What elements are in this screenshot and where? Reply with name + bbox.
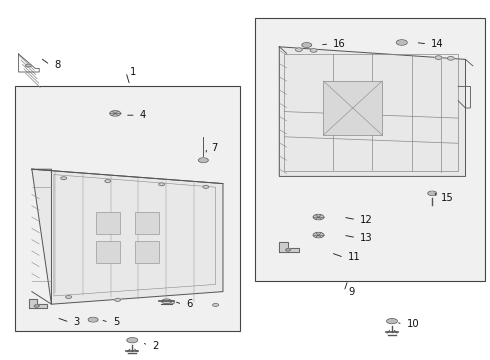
- Ellipse shape: [203, 185, 209, 188]
- Text: 16: 16: [333, 39, 346, 49]
- Bar: [255, 18, 485, 281]
- Ellipse shape: [313, 214, 324, 220]
- Ellipse shape: [159, 183, 165, 186]
- Ellipse shape: [389, 320, 395, 323]
- Text: 13: 13: [360, 233, 373, 243]
- Text: 11: 11: [348, 252, 361, 262]
- Ellipse shape: [129, 339, 135, 342]
- Ellipse shape: [198, 158, 208, 163]
- Text: 15: 15: [441, 193, 454, 203]
- Ellipse shape: [127, 338, 138, 343]
- Bar: [284, 54, 458, 171]
- Ellipse shape: [396, 40, 407, 45]
- Ellipse shape: [201, 159, 206, 162]
- Ellipse shape: [435, 56, 442, 59]
- Ellipse shape: [66, 296, 72, 298]
- Text: 9: 9: [348, 287, 354, 297]
- Ellipse shape: [213, 303, 219, 306]
- Text: 4: 4: [140, 110, 146, 120]
- Ellipse shape: [286, 248, 291, 251]
- Ellipse shape: [316, 234, 322, 237]
- Text: 7: 7: [211, 143, 217, 153]
- Ellipse shape: [90, 318, 96, 321]
- Ellipse shape: [310, 49, 317, 52]
- Polygon shape: [32, 169, 223, 304]
- Ellipse shape: [447, 57, 454, 60]
- Ellipse shape: [110, 111, 121, 116]
- Text: 3: 3: [74, 317, 80, 327]
- Bar: [135, 241, 159, 263]
- Ellipse shape: [162, 299, 172, 303]
- Bar: [323, 81, 382, 135]
- Ellipse shape: [387, 319, 397, 324]
- Ellipse shape: [115, 298, 121, 301]
- Ellipse shape: [304, 44, 310, 46]
- Ellipse shape: [295, 48, 302, 51]
- Text: 12: 12: [360, 215, 373, 225]
- Bar: [96, 212, 120, 234]
- Bar: [15, 86, 240, 331]
- Ellipse shape: [169, 301, 174, 304]
- Ellipse shape: [316, 215, 322, 219]
- Text: 1: 1: [130, 67, 136, 77]
- Ellipse shape: [313, 233, 324, 238]
- Polygon shape: [279, 242, 299, 252]
- Bar: [135, 212, 159, 234]
- Ellipse shape: [428, 191, 437, 195]
- Ellipse shape: [430, 192, 435, 194]
- Text: 5: 5: [113, 317, 119, 327]
- Ellipse shape: [302, 43, 312, 47]
- Ellipse shape: [398, 41, 405, 44]
- Text: 8: 8: [54, 60, 60, 70]
- Polygon shape: [29, 299, 47, 308]
- Text: 10: 10: [407, 319, 419, 329]
- Polygon shape: [279, 47, 465, 176]
- Bar: [96, 241, 120, 263]
- Ellipse shape: [25, 64, 31, 67]
- Ellipse shape: [105, 180, 111, 183]
- Ellipse shape: [88, 318, 98, 322]
- Text: 2: 2: [152, 341, 158, 351]
- Ellipse shape: [112, 112, 119, 115]
- Ellipse shape: [61, 177, 67, 180]
- Ellipse shape: [34, 305, 39, 307]
- Text: 6: 6: [186, 299, 193, 309]
- Text: 14: 14: [431, 39, 444, 49]
